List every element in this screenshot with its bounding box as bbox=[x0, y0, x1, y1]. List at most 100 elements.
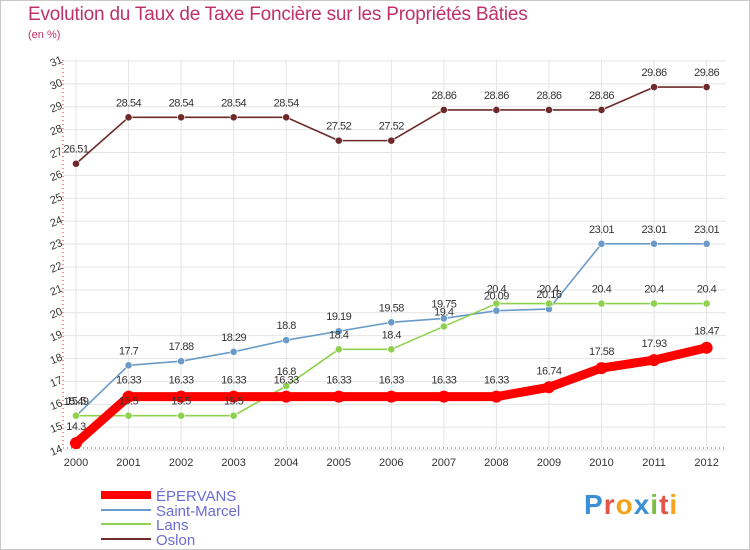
data-label: 16.33 bbox=[221, 375, 246, 387]
y-tick-label: 29 bbox=[48, 100, 64, 116]
data-point bbox=[439, 106, 448, 114]
data-point bbox=[595, 362, 608, 375]
data-label: 16.8 bbox=[276, 366, 296, 378]
data-label: 23.01 bbox=[642, 224, 667, 236]
chart-title: Evolution du Taux de Taxe Foncière sur l… bbox=[28, 4, 528, 25]
x-tick-label: 2001 bbox=[116, 457, 140, 469]
data-label: 28.86 bbox=[484, 90, 509, 102]
data-point bbox=[122, 390, 135, 403]
data-label: 14.3 bbox=[66, 421, 86, 433]
data-label: 16.33 bbox=[274, 375, 299, 387]
data-point bbox=[545, 299, 553, 308]
data-label: 23.01 bbox=[694, 224, 719, 236]
data-point bbox=[227, 390, 240, 403]
data-point bbox=[334, 345, 343, 354]
data-label: 20.4 bbox=[697, 284, 717, 296]
y-tick-label: 30 bbox=[48, 77, 64, 93]
data-label: 16.33 bbox=[484, 375, 509, 387]
data-point bbox=[70, 437, 82, 450]
y-tick-label: 19 bbox=[48, 329, 64, 345]
x-tick-label: 2011 bbox=[642, 457, 666, 469]
data-point bbox=[229, 411, 238, 420]
data-label: 17.93 bbox=[642, 338, 667, 350]
data-point bbox=[72, 411, 80, 420]
data-label: 15.5 bbox=[119, 396, 139, 408]
data-label: 20.4 bbox=[644, 284, 664, 296]
data-point bbox=[387, 318, 396, 327]
data-point bbox=[385, 390, 398, 403]
data-point bbox=[124, 361, 133, 370]
data-point bbox=[175, 390, 188, 403]
y-tick-label: 14 bbox=[48, 443, 64, 459]
data-point bbox=[229, 347, 238, 356]
data-label: 19.75 bbox=[431, 298, 456, 310]
legend-label: Lans bbox=[156, 517, 189, 534]
data-label: 15.5 bbox=[171, 396, 191, 408]
x-tick-label: 2009 bbox=[537, 457, 561, 469]
y-tick-label: 24 bbox=[48, 214, 64, 230]
data-point bbox=[492, 299, 501, 308]
data-point bbox=[124, 411, 133, 420]
data-label: 29.86 bbox=[694, 67, 719, 79]
data-point bbox=[334, 327, 343, 336]
y-tick-label: 16 bbox=[48, 397, 64, 413]
data-label: 17.88 bbox=[169, 341, 194, 353]
data-label: 20.4 bbox=[487, 284, 507, 296]
data-label: 27.52 bbox=[379, 121, 404, 133]
data-point bbox=[282, 382, 291, 390]
y-unit-label: (en %) bbox=[28, 29, 61, 41]
y-tick-label: 22 bbox=[48, 260, 64, 276]
data-label: 16.33 bbox=[169, 375, 194, 387]
data-label: 27.52 bbox=[326, 121, 351, 133]
data-label: 28.86 bbox=[589, 90, 614, 102]
data-point bbox=[282, 336, 291, 345]
data-point bbox=[700, 341, 713, 354]
data-label: 16.33 bbox=[379, 375, 404, 387]
data-label: 28.86 bbox=[431, 90, 456, 102]
data-point bbox=[650, 83, 658, 91]
data-label: 28.54 bbox=[274, 97, 299, 109]
y-tick-label: 21 bbox=[48, 283, 64, 299]
data-label: 15.49 bbox=[63, 396, 88, 408]
data-point bbox=[124, 113, 133, 122]
data-point bbox=[439, 314, 448, 323]
x-tick-label: 2003 bbox=[221, 457, 245, 469]
data-point bbox=[492, 306, 501, 315]
y-tick-label: 18 bbox=[48, 352, 64, 368]
data-label: 18.4 bbox=[382, 329, 402, 341]
data-point bbox=[332, 390, 345, 403]
data-point bbox=[72, 159, 80, 168]
data-label: 23.01 bbox=[589, 224, 614, 236]
data-label: 15.5 bbox=[66, 396, 86, 408]
x-tick-label: 2004 bbox=[274, 457, 298, 469]
x-tick-label: 2007 bbox=[432, 457, 456, 469]
data-label: 28.54 bbox=[169, 97, 194, 109]
data-label: 19.58 bbox=[379, 302, 404, 314]
x-tick-label: 2002 bbox=[169, 457, 193, 469]
data-label: 16.74 bbox=[536, 365, 561, 377]
data-point bbox=[648, 354, 661, 367]
data-point bbox=[280, 390, 293, 403]
data-label: 28.86 bbox=[536, 90, 561, 102]
y-tick-label: 31 bbox=[48, 54, 64, 70]
data-point bbox=[490, 390, 503, 403]
data-label: 18.8 bbox=[276, 320, 296, 332]
data-label: 16.33 bbox=[431, 375, 456, 387]
data-point bbox=[282, 113, 291, 122]
data-point bbox=[542, 381, 555, 394]
data-point bbox=[177, 357, 185, 366]
data-point bbox=[387, 136, 396, 145]
data-label: 18.47 bbox=[694, 326, 719, 338]
data-point bbox=[177, 113, 185, 122]
data-point bbox=[702, 239, 711, 248]
data-point bbox=[229, 113, 238, 122]
data-label: 20.4 bbox=[539, 284, 559, 296]
data-point bbox=[177, 411, 185, 420]
legend-label: Oslon bbox=[156, 532, 195, 549]
data-label: 28.54 bbox=[116, 97, 141, 109]
data-point bbox=[650, 239, 658, 248]
data-label: 16.33 bbox=[116, 375, 141, 387]
data-label: 16.33 bbox=[326, 375, 351, 387]
